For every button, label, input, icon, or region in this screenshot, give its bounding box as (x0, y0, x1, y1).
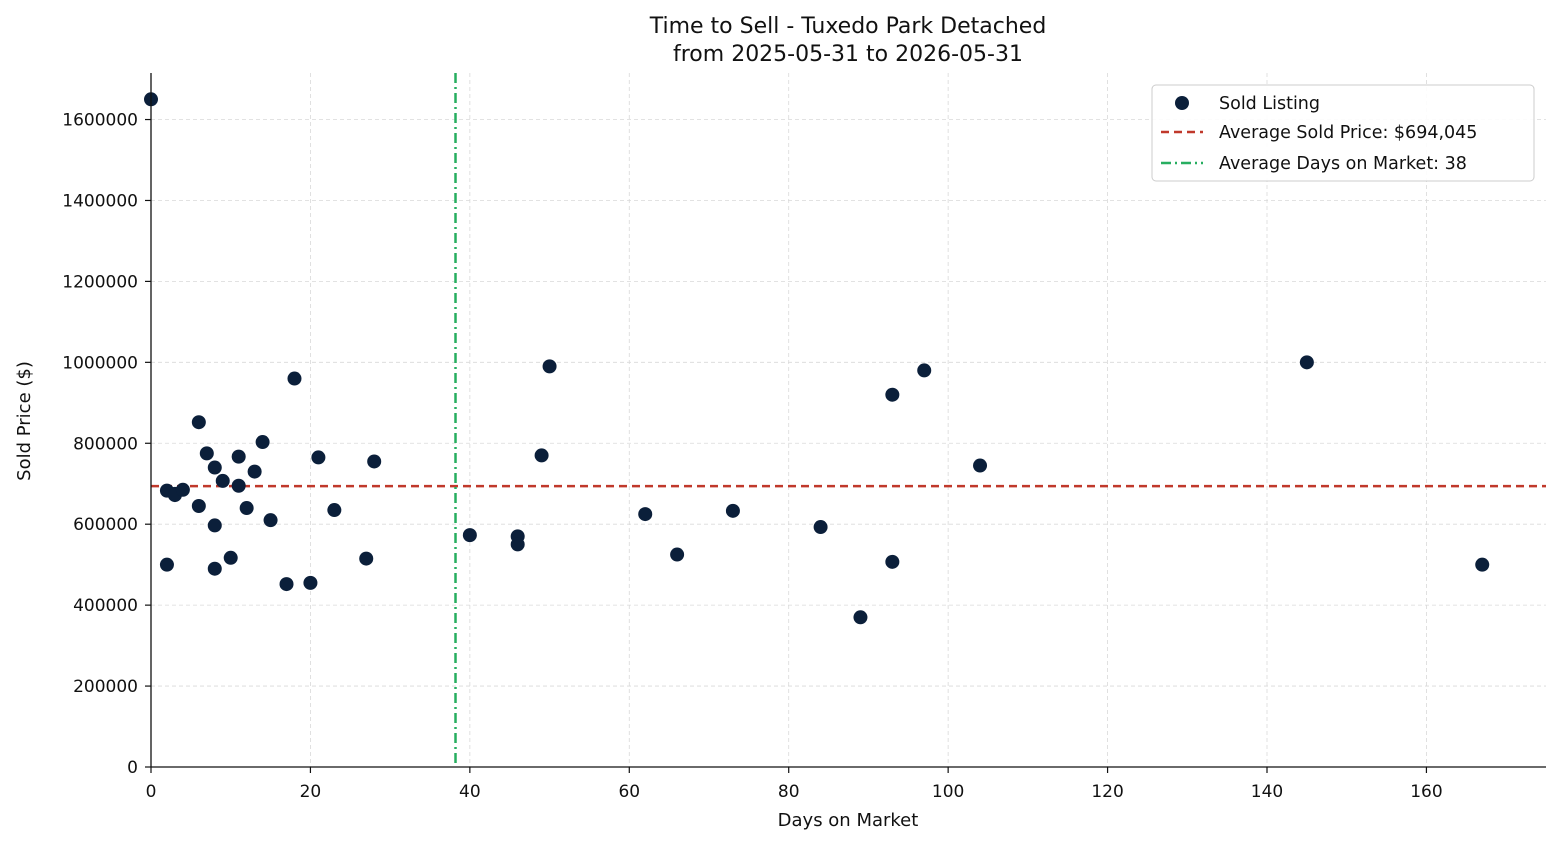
data-point (885, 554, 900, 569)
data-point (638, 507, 653, 522)
data-point (813, 520, 828, 535)
y-tick-label: 1200000 (62, 272, 138, 292)
data-point (191, 498, 206, 513)
data-point (199, 446, 214, 461)
chart-subtitle: from 2025-05-31 to 2026-05-31 (673, 42, 1023, 67)
legend: Sold Listing Average Sold Price: $694,04… (1151, 84, 1535, 182)
data-point (311, 450, 326, 465)
chart-title: Time to Sell - Tuxedo Park Detached (649, 14, 1047, 39)
x-tick-label: 20 (300, 782, 322, 802)
x-tick-label: 0 (146, 782, 157, 802)
x-tick-label: 60 (618, 782, 640, 802)
x-tick-label: 100 (932, 782, 964, 802)
reference-lines (151, 73, 1546, 767)
x-tick-label: 140 (1251, 782, 1283, 802)
data-point (231, 478, 246, 493)
data-point (231, 449, 246, 464)
axes (150, 73, 1546, 768)
data-point (359, 551, 374, 566)
data-point (303, 575, 318, 590)
data-point (207, 518, 222, 533)
data-point (255, 435, 270, 450)
x-tick-label: 80 (778, 782, 800, 802)
data-point (885, 387, 900, 402)
y-tick-label: 600000 (73, 515, 138, 535)
y-tick-label: 800000 (73, 434, 138, 454)
x-tick-label: 40 (459, 782, 481, 802)
data-point (1475, 557, 1490, 572)
data-point (287, 371, 302, 386)
data-point (725, 503, 740, 518)
data-point (534, 448, 549, 463)
data-point (462, 528, 477, 543)
legend-label-average-price: Average Sold Price: $694,045 (1219, 123, 1477, 143)
y-tick-label: 1600000 (62, 111, 138, 131)
data-points (144, 92, 1490, 625)
data-point (239, 501, 254, 516)
data-point (247, 464, 262, 479)
legend-frame (1151, 84, 1535, 182)
data-point (191, 415, 206, 430)
data-point (367, 454, 382, 469)
data-point (223, 550, 238, 565)
x-axis-label: Days on Market (778, 810, 919, 831)
data-point (1299, 355, 1314, 370)
data-point (510, 537, 525, 552)
data-point (207, 561, 222, 576)
data-point (263, 513, 278, 528)
y-tick-label: 0 (127, 758, 138, 778)
legend-marker-sold-listing (1175, 96, 1189, 110)
data-point (853, 610, 868, 625)
y-tick-label: 400000 (73, 596, 138, 616)
data-point (279, 577, 294, 592)
y-tick-label: 1400000 (62, 191, 138, 211)
x-tick-label: 160 (1410, 782, 1442, 802)
tick-labels: 0 20 40 60 80 100 120 140 160 0 200000 400000 600000… (62, 111, 1442, 802)
y-axis-label: Sold Price ($) (14, 361, 35, 481)
x-tick-label: 120 (1091, 782, 1123, 802)
data-point (159, 557, 174, 572)
data-point (207, 460, 222, 475)
data-point (542, 359, 557, 374)
y-tick-label: 200000 (73, 677, 138, 697)
legend-label-sold-listing: Sold Listing (1219, 94, 1320, 114)
y-tick-label: 1000000 (62, 353, 138, 373)
legend-label-average-days: Average Days on Market: 38 (1219, 154, 1467, 174)
data-point (175, 482, 190, 497)
data-point (670, 547, 685, 562)
data-point (973, 458, 988, 473)
data-point (917, 363, 932, 378)
data-point (215, 473, 230, 488)
data-point (327, 503, 342, 518)
